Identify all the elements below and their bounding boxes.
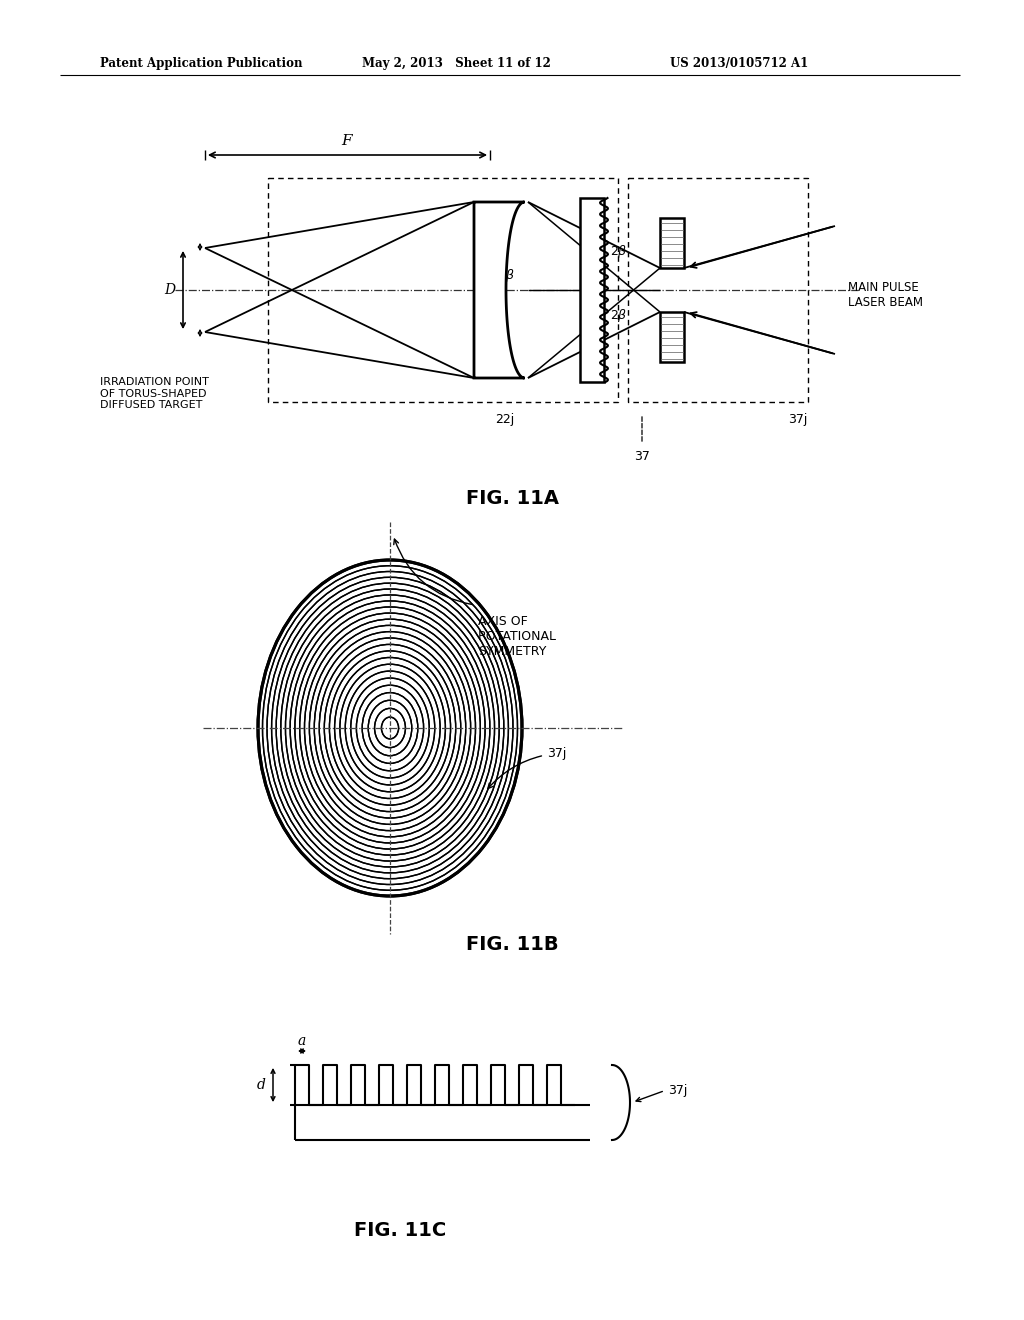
Text: $2\beta$: $2\beta$ xyxy=(610,243,628,260)
Text: 37: 37 xyxy=(634,450,650,463)
Polygon shape xyxy=(580,198,604,381)
Text: 37j: 37j xyxy=(788,413,808,426)
Text: FIG. 11C: FIG. 11C xyxy=(354,1221,446,1239)
Text: 37j: 37j xyxy=(668,1084,687,1097)
Text: $2\beta$: $2\beta$ xyxy=(498,268,515,285)
Text: FIG. 11B: FIG. 11B xyxy=(466,936,558,954)
Text: IRRADIATION POINT
OF TORUS-SHAPED
DIFFUSED TARGET: IRRADIATION POINT OF TORUS-SHAPED DIFFUS… xyxy=(100,378,209,411)
Text: 37j: 37j xyxy=(487,747,566,788)
Text: Patent Application Publication: Patent Application Publication xyxy=(100,57,302,70)
Text: MAIN PULSE
LASER BEAM: MAIN PULSE LASER BEAM xyxy=(848,281,923,309)
Text: AXIS OF
ROTATIONAL
SYMMETRY: AXIS OF ROTATIONAL SYMMETRY xyxy=(478,615,557,657)
Polygon shape xyxy=(660,312,684,362)
Text: US 2013/0105712 A1: US 2013/0105712 A1 xyxy=(670,57,808,70)
Text: D: D xyxy=(165,282,175,297)
Text: d: d xyxy=(257,1078,265,1092)
Text: F: F xyxy=(342,135,352,148)
Text: May 2, 2013   Sheet 11 of 12: May 2, 2013 Sheet 11 of 12 xyxy=(362,57,551,70)
Ellipse shape xyxy=(259,561,520,895)
Text: 22j: 22j xyxy=(496,413,515,426)
Polygon shape xyxy=(474,202,524,378)
Text: $2\beta$: $2\beta$ xyxy=(610,306,628,323)
Polygon shape xyxy=(660,218,684,268)
Text: a: a xyxy=(298,1034,306,1048)
Text: FIG. 11A: FIG. 11A xyxy=(466,488,558,507)
